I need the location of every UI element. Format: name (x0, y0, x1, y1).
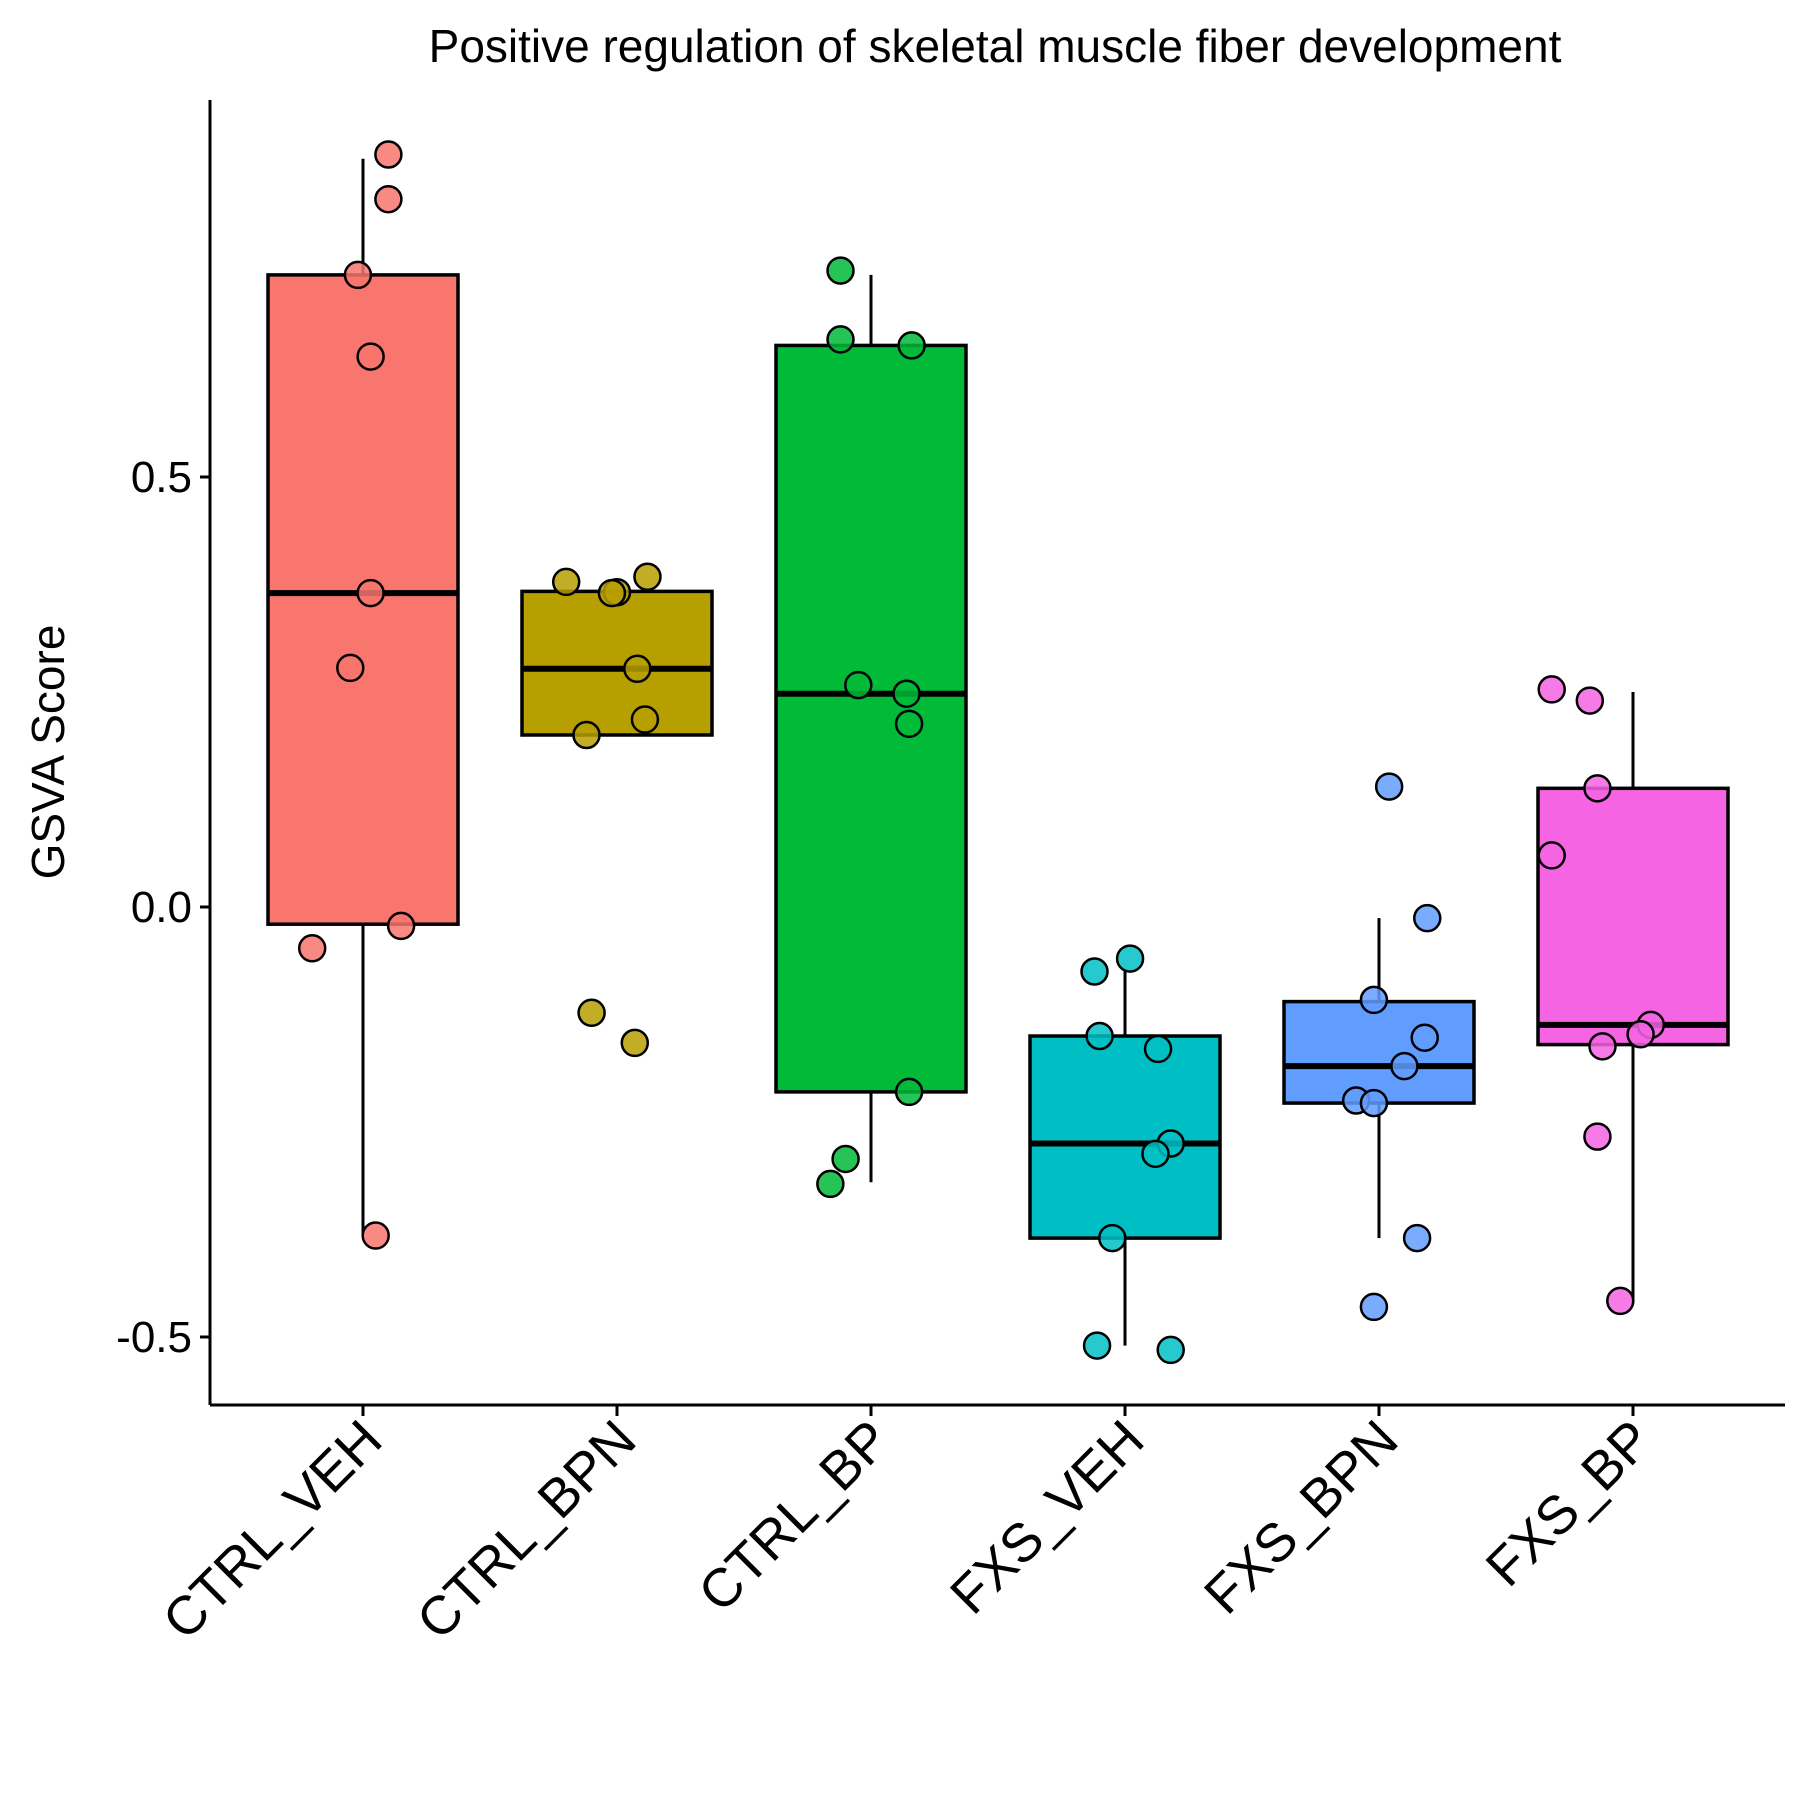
data-point (892, 679, 921, 708)
data-point (826, 256, 855, 285)
data-point (816, 1169, 845, 1199)
data-point (1359, 1088, 1389, 1118)
data-point (1082, 1331, 1112, 1360)
box-group-fxs-bp (1536, 675, 1730, 1316)
box-rect (520, 589, 714, 737)
data-point (633, 562, 662, 592)
box-group-ctrl-veh (266, 140, 460, 1250)
data-point (1141, 1139, 1170, 1169)
data-point (297, 934, 327, 963)
data-point (1413, 903, 1442, 933)
data-point (894, 709, 924, 739)
data-point (572, 720, 601, 750)
box-rect (1536, 786, 1730, 1047)
data-point (1537, 841, 1566, 870)
data-point (844, 670, 873, 700)
data-point (597, 578, 627, 608)
data-point (356, 578, 385, 608)
data-point (386, 911, 416, 941)
data-point (1583, 774, 1612, 803)
x-tick-label: CTRL_VEH (152, 1409, 394, 1651)
y-tick-label: 0.5 (131, 453, 192, 502)
data-point (1402, 1223, 1432, 1253)
data-point (630, 705, 660, 734)
box-rect (774, 343, 968, 1094)
data-point (1606, 1286, 1635, 1316)
data-point (356, 342, 385, 371)
box-rect (1028, 1034, 1222, 1240)
data-point (1626, 1020, 1655, 1049)
data-point (1537, 675, 1566, 704)
data-point (1156, 1335, 1185, 1365)
data-point (1080, 957, 1109, 986)
data-point (1115, 944, 1145, 973)
x-tick-label: CTRL_BPN (406, 1409, 648, 1651)
data-point (1085, 1021, 1114, 1051)
data-point (897, 331, 926, 360)
data-point (894, 1077, 924, 1107)
y-axis-title: GSVA Score (22, 625, 74, 880)
data-point (361, 1221, 390, 1250)
data-point (374, 140, 403, 169)
data-point (1390, 1051, 1419, 1081)
box-group-fxs-bpn (1282, 772, 1476, 1322)
box-rect (1282, 999, 1476, 1105)
data-point (577, 998, 606, 1028)
data-point (1359, 1292, 1389, 1322)
data-point (1143, 1034, 1173, 1064)
box-group-ctrl-bpn (520, 562, 714, 1058)
data-point (1410, 1023, 1439, 1052)
data-point (1374, 772, 1404, 801)
data-point (374, 184, 403, 214)
plot-area (266, 140, 1730, 1365)
data-point (623, 654, 652, 684)
data-point (336, 653, 365, 683)
data-point (620, 1028, 650, 1058)
x-tick-label: FXS_VEH (939, 1409, 1155, 1625)
chart-title: Positive regulation of skeletal muscle f… (429, 20, 1562, 72)
data-point (831, 1144, 860, 1174)
y-tick-label: 0.0 (131, 883, 192, 932)
box-group-fxs-veh (1028, 944, 1222, 1365)
data-point (1583, 1122, 1612, 1151)
x-tick-label: CTRL_BP (687, 1409, 901, 1623)
x-tick-label: FXS_BPN (1193, 1409, 1409, 1625)
data-point (343, 260, 373, 290)
y-tick-label: -0.5 (116, 1313, 192, 1362)
data-point (551, 567, 581, 597)
data-point (1575, 686, 1605, 715)
x-tick-label: FXS_BP (1475, 1409, 1664, 1598)
box-group-ctrl-bp (774, 256, 968, 1199)
data-point (826, 325, 855, 354)
data-point (1588, 1032, 1617, 1061)
data-point (1359, 985, 1389, 1015)
data-point (1098, 1223, 1127, 1253)
